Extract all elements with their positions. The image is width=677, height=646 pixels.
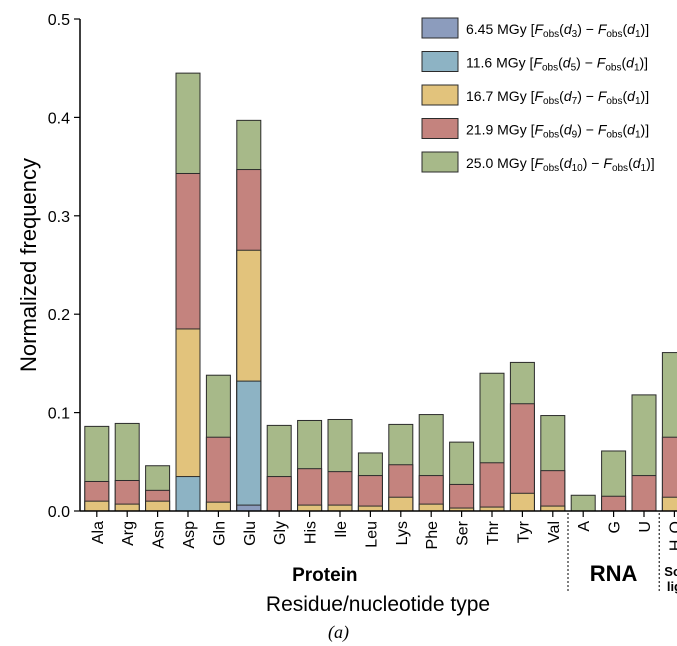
- bar-Ala-series-3: [84, 500, 110, 512]
- x-tick-label-His: His: [303, 521, 320, 544]
- x-tick-label-A: A: [576, 521, 593, 532]
- y-tick-label: 0.4: [48, 110, 70, 127]
- bar-Gly-series-4: [266, 476, 292, 512]
- x-tick-label-Gly: Gly: [272, 521, 289, 545]
- bar-Tyr-series-3: [509, 492, 535, 512]
- x-tick-label-U: U: [637, 521, 654, 533]
- y-axis-label: Normalized frequency: [16, 158, 41, 372]
- legend-swatch-3: [421, 84, 459, 106]
- bar-Ile-series-3: [327, 504, 353, 512]
- bar-Val-series-4: [540, 470, 566, 512]
- bar-Glu-series-2: [236, 380, 262, 512]
- x-tick-label-Val: Val: [546, 521, 563, 543]
- y-tick-label: 0.2: [48, 307, 70, 324]
- x-tick-label-Asn: Asn: [151, 521, 168, 549]
- bar-Thr-series-4: [479, 462, 505, 512]
- x-tick-label-Gln: Gln: [211, 521, 228, 546]
- x-tick-label-Ser: Ser: [455, 520, 472, 546]
- bar-Leu-series-4: [357, 475, 383, 512]
- bar-Phe-series-3: [418, 503, 444, 512]
- legend-swatch-1: [421, 17, 459, 39]
- group-label-0: Protein: [292, 565, 357, 586]
- x-tick-label-Leu: Leu: [363, 521, 380, 548]
- x-tick-label-Thr: Thr: [485, 520, 502, 545]
- bar-Glu-series-1: [236, 504, 262, 512]
- group-label-1: RNA: [590, 561, 638, 586]
- x-tick-label-Ala: Ala: [90, 521, 107, 544]
- legend-label-2: 11.6 MGy [Fobs(d5) − Fobs(d1)]: [466, 55, 648, 74]
- bar-Lys-series-3: [388, 496, 414, 512]
- legend-swatch-4: [421, 118, 459, 139]
- bar-A-series-5: [570, 494, 596, 512]
- y-tick-label: 0.5: [48, 12, 70, 29]
- x-tick-label-Arg: Arg: [120, 521, 137, 546]
- legend-swatch-2: [421, 51, 459, 72]
- x-tick-label-Tyr: Tyr: [515, 520, 532, 543]
- bar-H2O-series-3: [661, 496, 677, 512]
- bar-Ile-series-4: [327, 471, 353, 512]
- bar-Gln-series-4: [205, 436, 231, 512]
- legend-label-3: 16.7 MGy [Fobs(d7) − Fobs(d1)]: [466, 88, 649, 107]
- bar-U-series-4: [631, 475, 657, 512]
- bar-His-series-3: [297, 504, 323, 512]
- legend-label-1: 6.45 MGy [Fobs(d3) − Fobs(d1)]: [466, 21, 649, 40]
- legend-label-4: 21.9 MGy [Fobs(d9) − Fobs(d1)]: [466, 122, 649, 141]
- x-tick-label-Glu: Glu: [242, 521, 259, 546]
- x-axis-label: Residue/nucleotide type: [266, 593, 490, 616]
- x-tick-label-Ile: Ile: [333, 521, 350, 538]
- x-tick-label-Asp: Asp: [181, 521, 198, 549]
- bar-Ser-series-4: [449, 483, 475, 512]
- bar-G-series-4: [601, 495, 627, 512]
- legend-label-5: 25.0 MGy [Fobs(d10) − Fobs(d1)]: [466, 155, 655, 174]
- x-tick-label-Phe: Phe: [424, 521, 441, 550]
- y-tick-label: 0.1: [48, 406, 70, 423]
- bar-Gln-series-3: [205, 501, 231, 512]
- bar-Asp-series-2: [175, 476, 201, 512]
- y-tick-label: 0.0: [48, 504, 70, 521]
- x-tick-label-Lys: Lys: [394, 521, 411, 545]
- legend-swatch-5: [421, 151, 459, 173]
- x-tick-label-H2O: H2O: [667, 521, 677, 551]
- figure-caption: (a): [328, 622, 349, 642]
- x-tick-label-G: G: [607, 521, 624, 533]
- bar-Asn-series-3: [145, 500, 171, 512]
- y-tick-label: 0.3: [48, 209, 70, 226]
- bar-Arg-series-3: [114, 503, 140, 512]
- group-label-2: Solvent/ligands: [664, 564, 677, 594]
